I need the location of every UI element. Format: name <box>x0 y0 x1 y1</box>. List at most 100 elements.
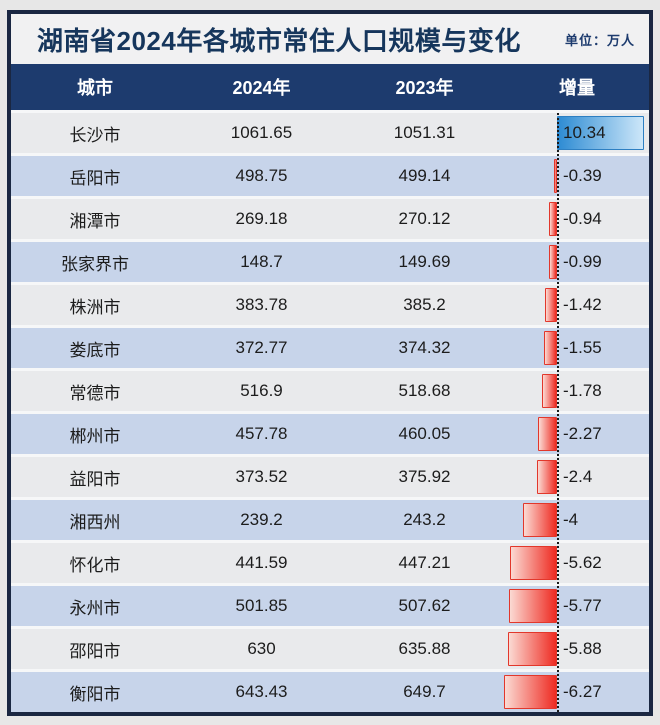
city-name: 张家界市 <box>61 254 129 274</box>
table-row: 湘西州 239.2 243.2 -4 <box>11 500 649 540</box>
delta-cell: -1.78 <box>505 371 649 411</box>
delta-bar <box>537 417 557 451</box>
table-row: 邵阳市 630 635.88 -5.88 <box>11 629 649 669</box>
delta-cell: -0.99 <box>505 242 649 282</box>
table-row: 长沙市 1061.65 1051.31 10.34 <box>11 113 649 153</box>
delta-cell: -1.55 <box>505 328 649 368</box>
value-2023: 270.12 <box>398 209 451 228</box>
delta-value: -1.55 <box>563 338 602 357</box>
value-2023: 385.2 <box>403 295 446 314</box>
column-header-city: 城市 <box>77 78 113 98</box>
value-2024: 372.77 <box>235 338 288 357</box>
delta-cell: -0.39 <box>505 156 649 196</box>
delta-value: -0.94 <box>563 209 602 228</box>
table-row: 常德市 516.9 518.68 -1.78 <box>11 371 649 411</box>
delta-cell: -5.88 <box>505 629 649 669</box>
infographic-frame: 湖南省2024年各城市常住人口规模与变化 单位：万人 城市 2024年 2023… <box>7 10 653 716</box>
delta-cell: -5.62 <box>505 543 649 583</box>
column-header-2024: 2024年 <box>232 78 291 98</box>
delta-bar <box>523 503 557 537</box>
value-2024: 239.2 <box>240 510 283 529</box>
value-2023: 460.05 <box>398 424 451 443</box>
value-2023: 447.21 <box>398 553 451 572</box>
table-row: 湘潭市 269.18 270.12 -0.94 <box>11 199 649 239</box>
delta-bar <box>504 675 557 709</box>
delta-cell: -5.77 <box>505 586 649 626</box>
city-name: 衡阳市 <box>69 684 121 704</box>
delta-bar <box>507 632 557 666</box>
delta-bar <box>509 546 557 580</box>
value-2024: 148.7 <box>240 252 283 271</box>
value-2024: 643.43 <box>235 682 288 701</box>
delta-bar <box>543 331 557 365</box>
table-row: 张家界市 148.7 149.69 -0.99 <box>11 242 649 282</box>
city-name: 邵阳市 <box>69 641 121 661</box>
table-row: 衡阳市 643.43 649.7 -6.27 <box>11 672 649 712</box>
city-name: 娄底市 <box>69 340 121 360</box>
delta-value: -5.62 <box>563 553 602 572</box>
delta-bar <box>536 460 557 494</box>
delta-bar <box>553 159 557 193</box>
value-2024: 373.52 <box>235 467 288 486</box>
value-2023: 499.14 <box>398 166 451 185</box>
delta-cell: -0.94 <box>505 199 649 239</box>
table-row: 怀化市 441.59 447.21 -5.62 <box>11 543 649 583</box>
city-name: 益阳市 <box>69 469 121 489</box>
delta-value: -5.88 <box>563 639 602 658</box>
delta-value: -1.42 <box>563 295 602 314</box>
city-name: 长沙市 <box>69 125 121 145</box>
city-name: 永州市 <box>69 598 121 618</box>
delta-cell: -2.27 <box>505 414 649 454</box>
delta-value: -2.27 <box>563 424 602 443</box>
delta-bar <box>549 202 557 236</box>
value-2024: 516.9 <box>240 381 283 400</box>
value-2023: 518.68 <box>398 381 451 400</box>
value-2024: 1061.65 <box>230 123 293 142</box>
value-2023: 374.32 <box>398 338 451 357</box>
delta-value: -5.77 <box>563 596 602 615</box>
table-row: 郴州市 457.78 460.05 -2.27 <box>11 414 649 454</box>
value-2024: 501.85 <box>235 596 288 615</box>
delta-value: -0.99 <box>563 252 602 271</box>
table-row: 娄底市 372.77 374.32 -1.55 <box>11 328 649 368</box>
delta-value: 10.34 <box>563 123 606 142</box>
delta-cell: -1.42 <box>505 285 649 325</box>
delta-cell: -2.4 <box>505 457 649 497</box>
delta-value: -4 <box>563 510 579 529</box>
delta-value: -2.4 <box>563 467 593 486</box>
value-2024: 269.18 <box>235 209 288 228</box>
value-2024: 441.59 <box>235 553 288 572</box>
city-name: 怀化市 <box>69 555 121 575</box>
column-header-2023: 2023年 <box>395 78 454 98</box>
value-2023: 635.88 <box>398 639 451 658</box>
delta-cell: -6.27 <box>504 672 649 712</box>
value-2024: 498.75 <box>235 166 288 185</box>
city-name: 湘西州 <box>69 512 121 532</box>
city-name: 岳阳市 <box>69 168 121 188</box>
delta-value: -1.78 <box>563 381 602 400</box>
table-row: 株洲市 383.78 385.2 -1.42 <box>11 285 649 325</box>
column-header-delta: 增量 <box>559 78 595 98</box>
delta-bar <box>542 374 557 408</box>
page-title: 湖南省2024年各城市常住人口规模与变化 <box>37 25 521 56</box>
city-name: 郴州市 <box>69 426 121 446</box>
value-2024: 383.78 <box>235 295 288 314</box>
value-2023: 243.2 <box>403 510 446 529</box>
value-2024: 457.78 <box>235 424 288 443</box>
table-body: 长沙市 1061.65 1051.31 10.34 岳阳市 498.75 499… <box>11 110 649 712</box>
table-row: 永州市 501.85 507.62 -5.77 <box>11 586 649 626</box>
delta-bar <box>508 589 557 623</box>
value-2023: 507.62 <box>398 596 451 615</box>
table-row: 岳阳市 498.75 499.14 -0.39 <box>11 156 649 196</box>
value-2023: 375.92 <box>398 467 451 486</box>
city-name: 湘潭市 <box>69 211 121 231</box>
delta-axis-line <box>557 113 559 712</box>
delta-bar <box>548 245 557 279</box>
title-bar: 湖南省2024年各城市常住人口规模与变化 单位：万人 <box>11 14 649 64</box>
delta-bar <box>557 116 644 150</box>
value-2024: 630 <box>247 639 276 658</box>
value-2023: 149.69 <box>398 252 451 271</box>
city-name: 株洲市 <box>69 297 121 317</box>
unit-label: 单位：万人 <box>564 32 635 48</box>
value-2023: 649.7 <box>403 682 446 701</box>
